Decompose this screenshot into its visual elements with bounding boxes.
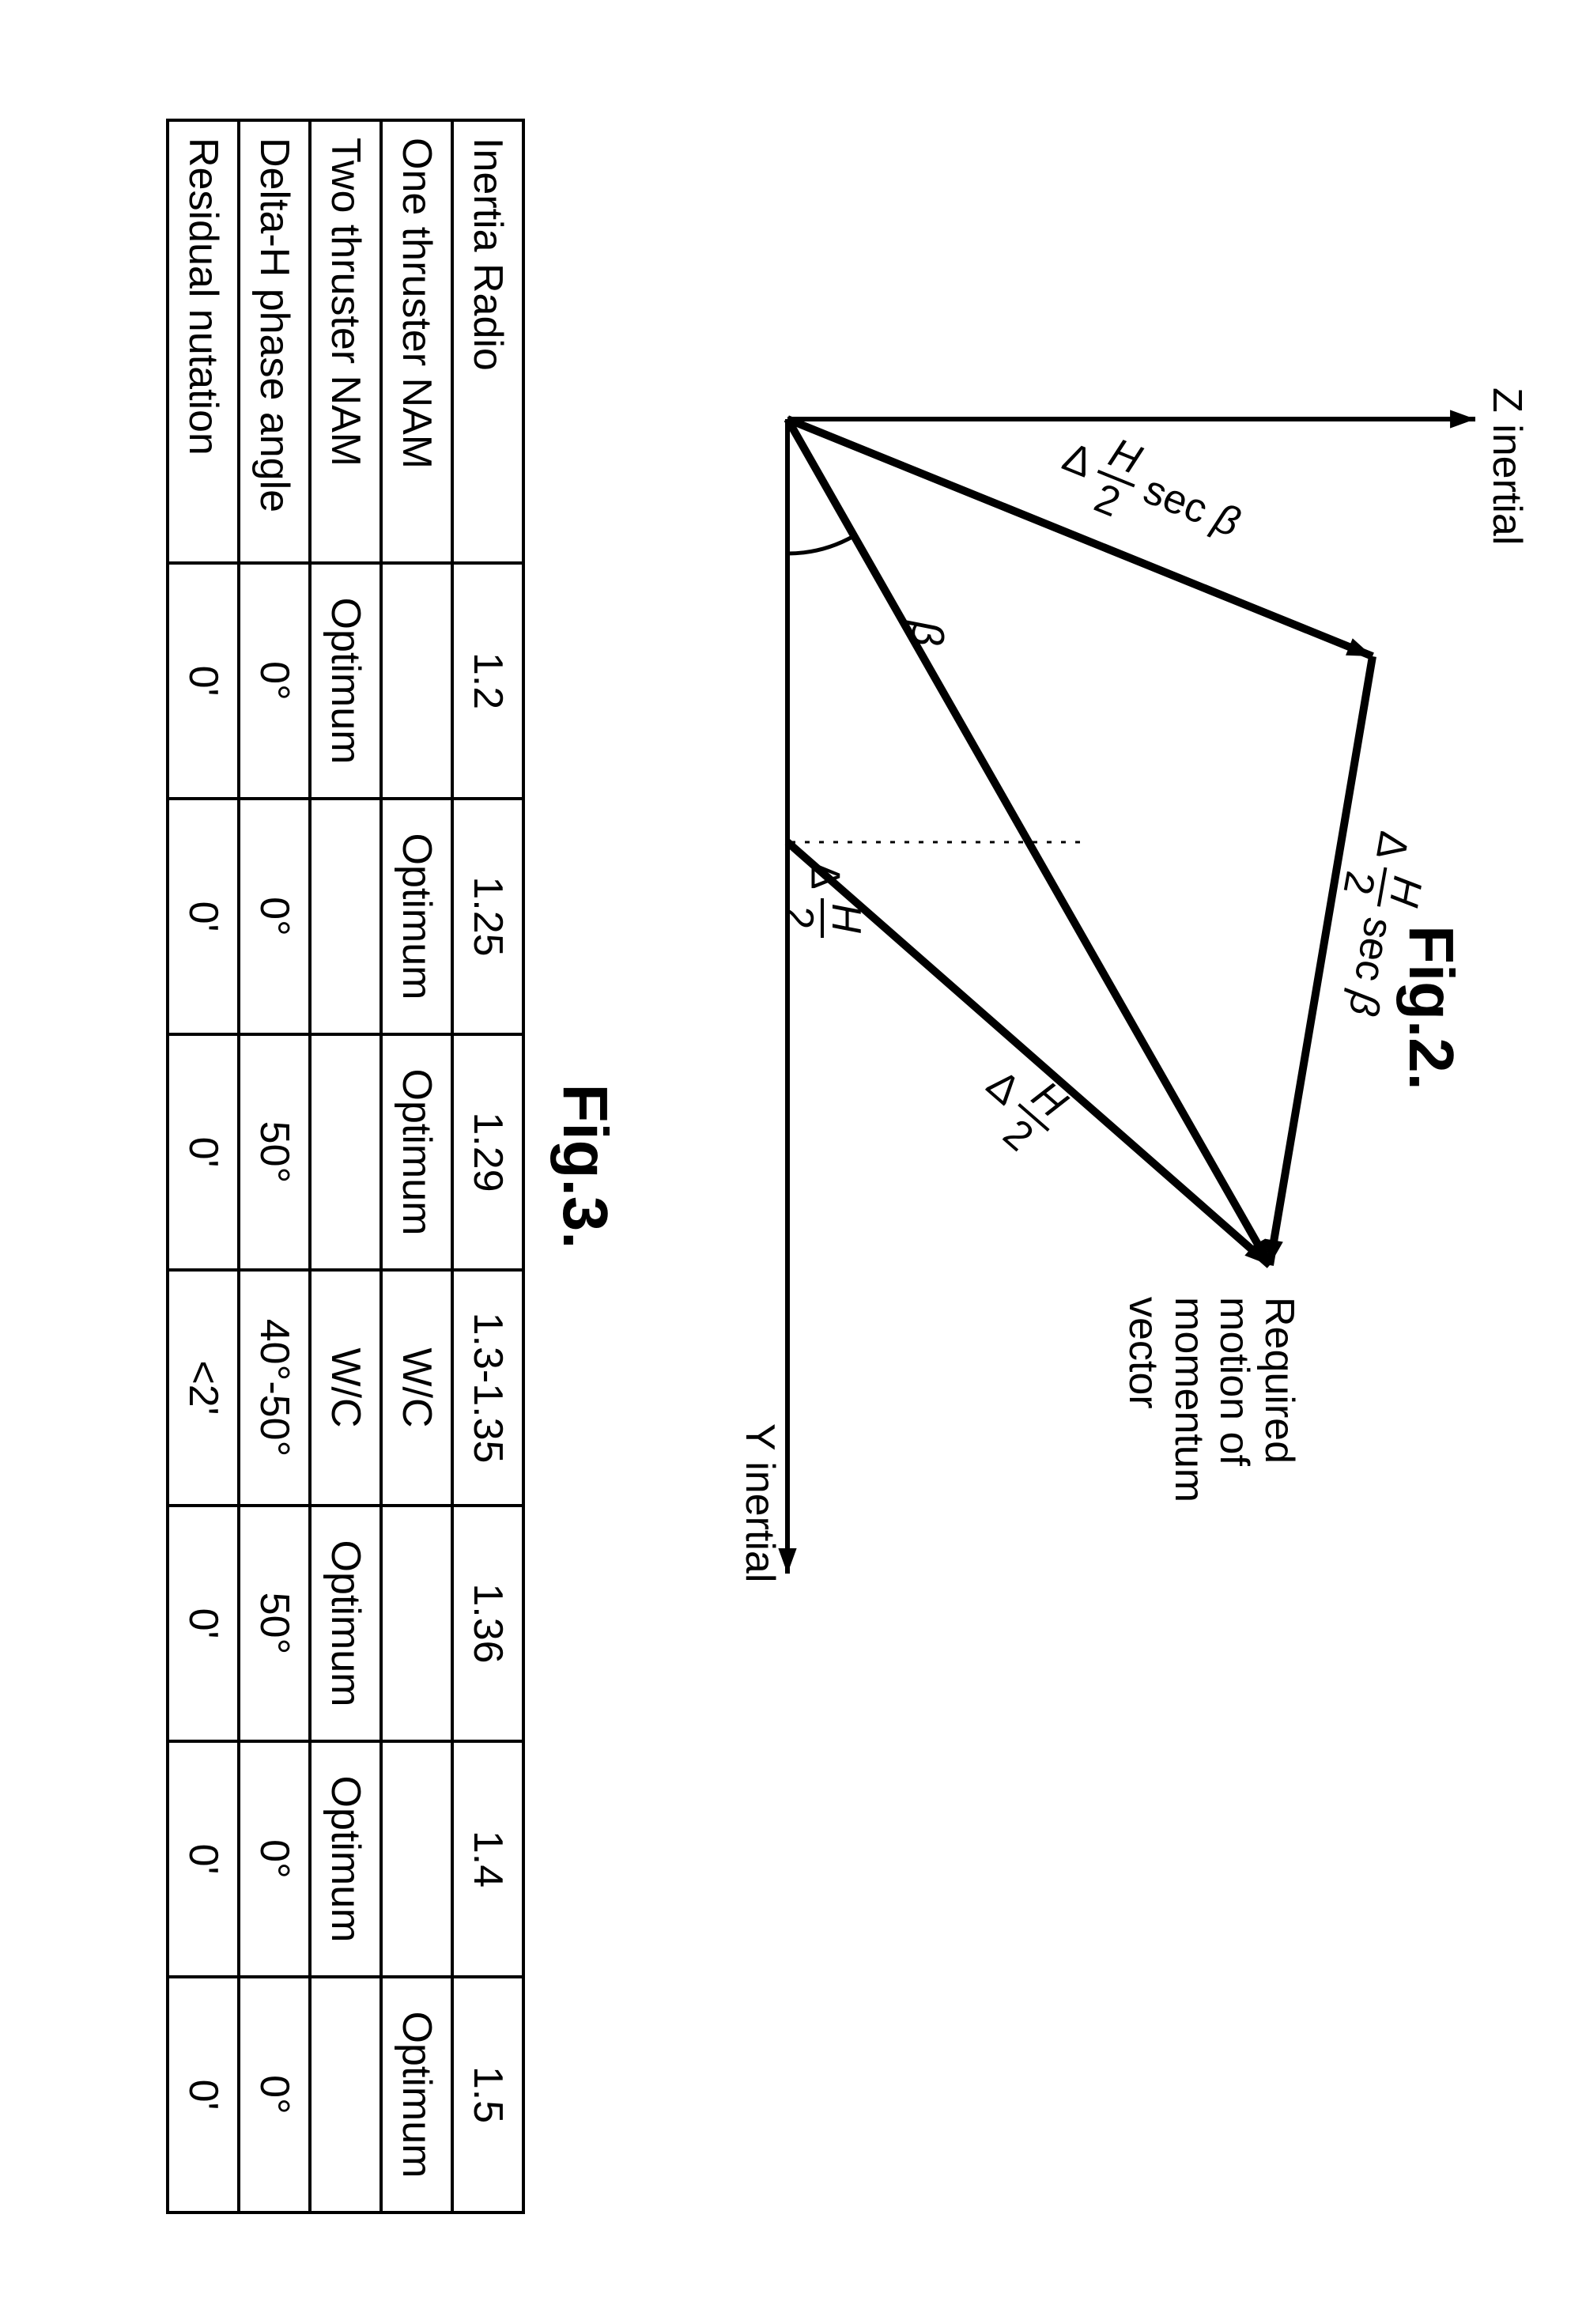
fig3-region: Fig.3. Inertia Radio1.21.251.291.3-1.351… <box>166 119 621 2214</box>
table-cell: Optimum <box>381 1034 452 1270</box>
table-header: 1.2 <box>452 563 523 799</box>
table-cell: 0° <box>239 563 310 799</box>
table-cell: Optimum <box>381 799 452 1034</box>
table-cell: 0° <box>239 1741 310 1977</box>
table-cell: 0' <box>168 563 239 799</box>
table-header: 1.3-1.35 <box>452 1270 523 1506</box>
table-row-header: Delta-H phase angle <box>239 120 310 563</box>
table-cell: Optimum <box>310 563 381 799</box>
table-cell: 0' <box>168 799 239 1034</box>
table-cell: 0' <box>168 1977 239 2213</box>
table-cell: 40°-50° <box>239 1270 310 1506</box>
table-cell: Optimum <box>381 1977 452 2213</box>
table-cell <box>381 563 452 799</box>
table-cell <box>381 1506 452 1741</box>
table-cell: W/C <box>381 1270 452 1506</box>
table-cell <box>381 1741 452 1977</box>
table-row: Residual nutation0'0'0'<2'0'0'0' <box>168 120 239 2213</box>
table-cell: 0' <box>168 1034 239 1270</box>
table-header: 1.5 <box>452 1977 523 2213</box>
beta-label: β <box>902 621 953 646</box>
table-cell: 50° <box>239 1506 310 1741</box>
fig3-title: Fig.3. <box>549 119 621 2214</box>
table-row-header: Residual nutation <box>168 120 239 563</box>
table-cell: 50° <box>239 1034 310 1270</box>
table-cell: 0° <box>239 799 310 1034</box>
fig3-table: Inertia Radio1.21.251.291.3-1.351.361.41… <box>166 119 525 2214</box>
vec-label-bottom: Δ H2 <box>778 862 867 938</box>
table-row: Delta-H phase angle0°0°50°40°-50°50°0°0° <box>239 120 310 2213</box>
table-header-rowlabel: Inertia Radio <box>452 120 523 563</box>
table-header: 1.4 <box>452 1741 523 1977</box>
table-header: 1.29 <box>452 1034 523 1270</box>
table-row: One thruster NAMOptimumOptimumW/COptimum <box>381 120 452 2213</box>
table-cell: 0' <box>168 1741 239 1977</box>
table-row-header: Two thruster NAM <box>310 120 381 563</box>
table-cell <box>310 799 381 1034</box>
table-header: 1.25 <box>452 799 523 1034</box>
fig2-region: Fig.2. Z inertial Y inertial Δ H2 sec β … <box>700 277 1491 1621</box>
z-axis-label: Z inertial <box>1483 387 1531 545</box>
table-cell <box>310 1977 381 2213</box>
table-header: 1.36 <box>452 1506 523 1741</box>
table-cell: Optimum <box>310 1506 381 1741</box>
y-axis-label: Y inertial <box>736 1423 784 1582</box>
table-cell: 0' <box>168 1506 239 1741</box>
table-cell: W/C <box>310 1270 381 1506</box>
table-cell: <2' <box>168 1270 239 1506</box>
required-motion-label: Required motion of momentum vector <box>1120 1297 1301 1502</box>
table-row: Two thruster NAMOptimumW/COptimumOptimum <box>310 120 381 2213</box>
table-cell: Optimum <box>310 1741 381 1977</box>
table-row-header: One thruster NAM <box>381 120 452 563</box>
table-cell: 0° <box>239 1977 310 2213</box>
table-cell <box>310 1034 381 1270</box>
